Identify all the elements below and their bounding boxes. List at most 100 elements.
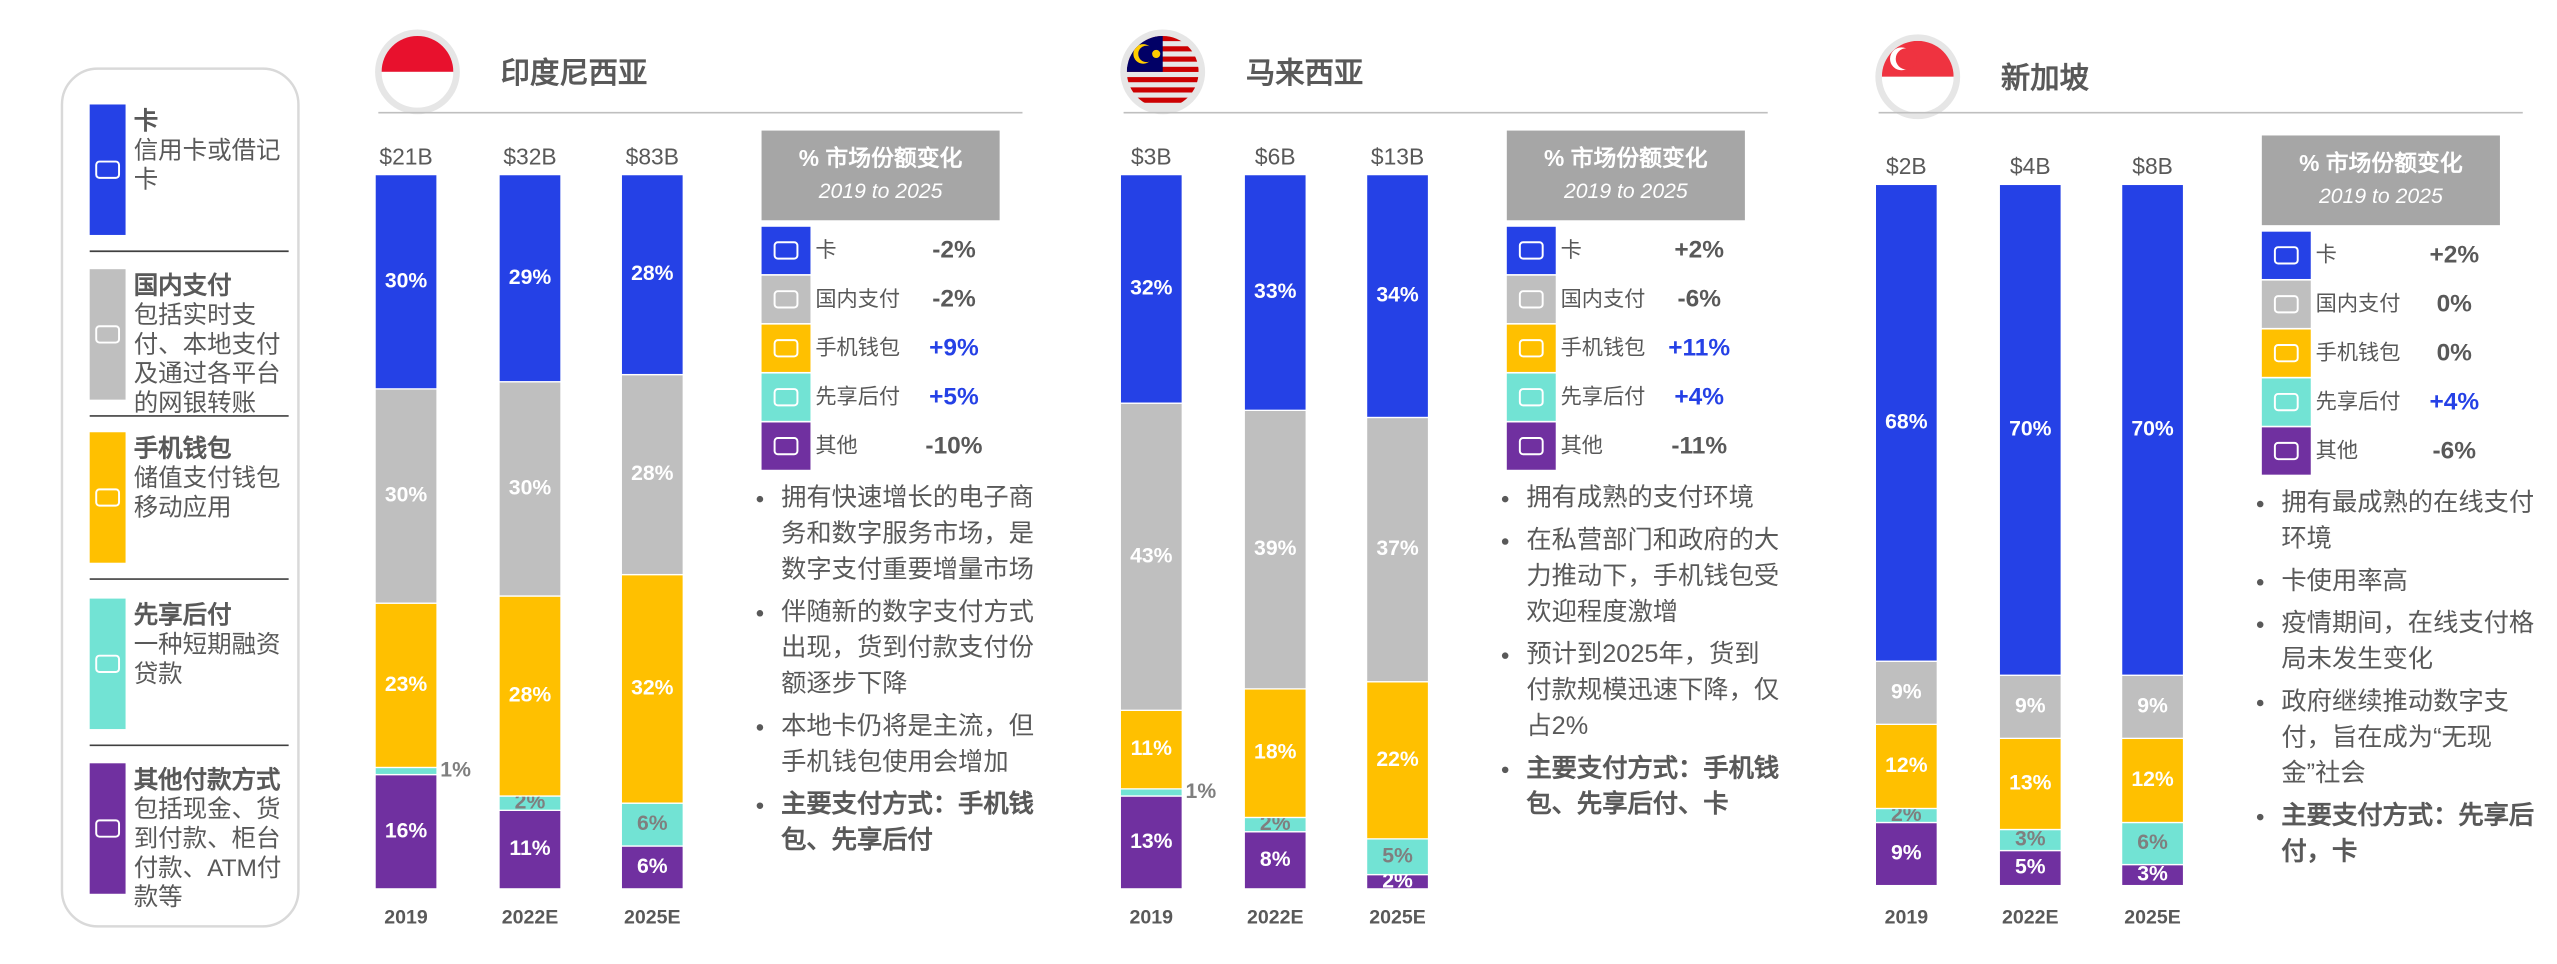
legend-name: 其他付款方式: [133, 766, 281, 795]
total-label: $6B: [1255, 143, 1296, 169]
change-row-name: 国内支付: [815, 287, 900, 311]
value-label: 32%: [1130, 276, 1173, 299]
bar-segment: [1365, 173, 1430, 419]
chart-title: 新加坡: [2001, 62, 2090, 95]
change-value: -2%: [932, 237, 976, 264]
bar-segment: [2120, 674, 2185, 740]
value-label: 22%: [1376, 748, 1419, 771]
flag-part: [1126, 35, 1199, 42]
icon-glyph: [1518, 436, 1544, 456]
change-title: % 市场份额变化: [1544, 145, 1708, 171]
value-label: 3%: [2137, 863, 2168, 886]
flag-part: [1126, 87, 1199, 93]
bullets: 拥有快速增长的电子商务和数字服务市场，是数字支付重要增量市场伴随新的数字支付方式…: [745, 481, 1039, 954]
total-label: $83B: [626, 143, 679, 169]
change-value: 0%: [2437, 339, 2473, 366]
change-value: -11%: [1671, 432, 1727, 459]
icon-box: [89, 763, 126, 894]
bar-segment: [1119, 709, 1183, 790]
value-label: 8%: [1260, 848, 1291, 871]
icon-box: [2261, 329, 2311, 377]
x-tick-label: 2022E: [502, 906, 559, 928]
value-label: 13%: [2009, 772, 2052, 795]
bar-segment: [1119, 795, 1183, 890]
value-label: 37%: [1376, 537, 1419, 560]
change-row-name: 其他: [815, 434, 857, 458]
legend-name: 手机钱包: [133, 435, 232, 464]
bullet: 卡使用率高: [2281, 564, 2539, 600]
change-value: +2%: [2429, 242, 2479, 269]
flag-part: [1126, 97, 1199, 103]
icon-box: [761, 275, 811, 324]
icon-box: [89, 598, 126, 730]
value-label: 30%: [509, 476, 552, 499]
icon-glyph: [2273, 246, 2299, 265]
legend-description: 储值支付钱包移动应用: [133, 464, 281, 522]
bar-segment: [2120, 183, 2185, 676]
icon-box: [1506, 422, 1556, 470]
x-tick-label: 2019: [384, 906, 428, 928]
x-tick-label: 2019: [1130, 906, 1174, 928]
icon-box: [1506, 275, 1556, 324]
key-point: 主要支付方式：先享后付，卡: [2281, 799, 2539, 871]
x-tick-label: 2025E: [2124, 906, 2181, 928]
x-tick-label: 2025E: [1369, 906, 1426, 928]
value-label: 5%: [1382, 844, 1413, 867]
value-label: 34%: [1376, 284, 1419, 307]
total-label: $3B: [1131, 143, 1172, 169]
bar-segment: [374, 388, 438, 604]
bar-segment: [1365, 416, 1430, 683]
bar-segment: [1874, 821, 1938, 887]
change-value: +5%: [929, 383, 979, 410]
legend-entry: 国内支付 包括实时支付、本地支付及通过各平台的网银转账: [134, 272, 297, 419]
icon-box: [2261, 280, 2311, 328]
bar-segment: [620, 802, 684, 847]
value-label: 43%: [1130, 544, 1173, 567]
value-label: 28%: [631, 462, 674, 485]
value-label: 29%: [509, 266, 552, 289]
legend-name: 国内支付: [133, 272, 232, 301]
bullet: 本地卡仍将是主流，但手机钱包使用会增加: [781, 709, 1039, 781]
bullet: 拥有成熟的支付环境: [1526, 481, 1784, 517]
value-label: 11%: [1131, 737, 1172, 760]
legend-description: 包括实时支付、本地支付及通过各平台的网银转账: [133, 301, 281, 418]
icon-glyph: [773, 436, 799, 456]
value-label: 6%: [637, 812, 668, 835]
icon-box: [761, 422, 811, 470]
flag-part: [1126, 77, 1199, 83]
change-subtitle: 2019 to 2025: [818, 180, 943, 203]
value-label: 28%: [509, 684, 552, 707]
bullet-list: 拥有成熟的支付环境在私营部门和政府的大力推动下，手机钱包受欢迎程度激增预计到20…: [1490, 481, 1784, 823]
change-value: +2%: [1674, 237, 1724, 264]
flag-part: [1126, 46, 1199, 52]
bar-segment: [620, 845, 684, 890]
icon-box: [2261, 378, 2311, 426]
bullets: 拥有成熟的支付环境在私营部门和政府的大力推动下，手机钱包受欢迎程度激增预计到20…: [1490, 481, 1784, 954]
icon-glyph: [773, 290, 799, 309]
total-label: $8B: [2132, 153, 2173, 179]
value-label: 1%: [440, 759, 471, 782]
bullet-box: 拥有快速增长的电子商务和数字服务市场，是数字支付重要增量市场伴随新的数字支付方式…: [745, 481, 1039, 859]
change-title: % 市场份额变化: [799, 145, 963, 171]
icon-glyph: [773, 388, 799, 407]
legend-name: 卡: [133, 107, 159, 136]
value-label: 3%: [2015, 828, 2046, 851]
change-value: -6%: [1677, 286, 1721, 313]
value-label: 33%: [1254, 280, 1297, 303]
total-label: $32B: [503, 143, 556, 169]
change-row-name: 国内支付: [1561, 287, 1646, 311]
change-value: +4%: [2429, 388, 2479, 415]
icon-box: [761, 226, 811, 275]
value-label: 6%: [637, 855, 668, 878]
change-value: -6%: [2433, 437, 2477, 464]
icon-glyph: [95, 160, 121, 179]
icon-box: [1506, 373, 1556, 421]
flag-part: [1126, 66, 1199, 72]
icon-box: [89, 432, 126, 563]
change-title: % 市场份额变化: [2299, 150, 2463, 176]
bar-segment: [1365, 681, 1430, 840]
